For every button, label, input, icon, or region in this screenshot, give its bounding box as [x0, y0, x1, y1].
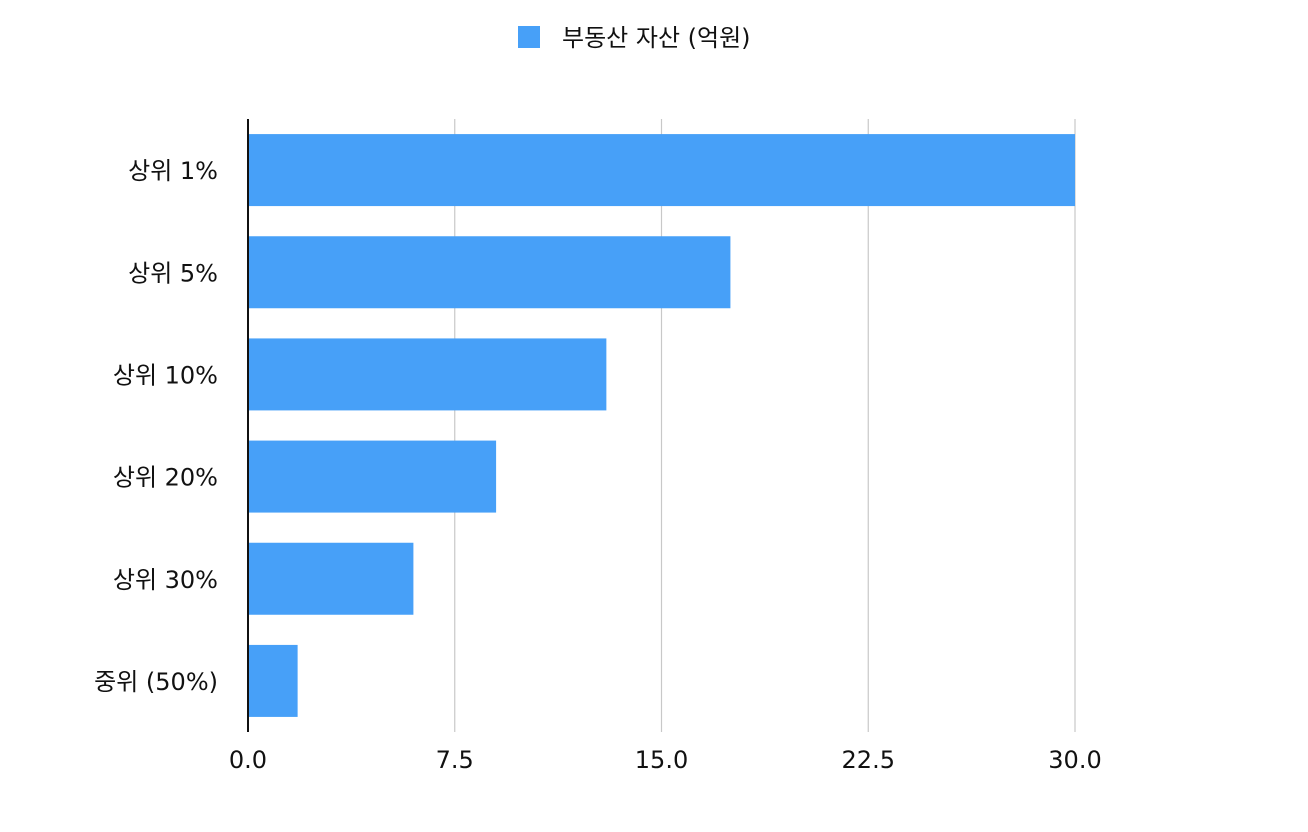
x-tick-label: 15.0 — [635, 746, 688, 774]
legend: 부동산 자산 (억원) — [518, 24, 751, 52]
x-tick-label: 7.5 — [436, 746, 474, 774]
x-tick-labels: 0.0 7.5 15.0 22.5 30.0 — [229, 746, 1102, 774]
bar — [248, 134, 1075, 207]
bars — [248, 134, 1075, 717]
gridlines — [454, 119, 1076, 732]
bar — [248, 542, 414, 615]
category-label: 상위 20% — [113, 464, 218, 492]
legend-swatch — [518, 26, 540, 48]
x-tick-label: 30.0 — [1048, 746, 1101, 774]
legend-label: 부동산 자산 (억원) — [562, 24, 751, 52]
bar — [248, 440, 497, 513]
bar — [248, 644, 298, 717]
category-label: 상위 30% — [113, 566, 218, 594]
bar — [248, 338, 607, 411]
x-tick-label: 22.5 — [842, 746, 895, 774]
category-label: 상위 1% — [128, 157, 218, 185]
category-label: 중위 (50%) — [94, 668, 218, 696]
category-label: 상위 5% — [128, 259, 218, 287]
x-tick-label: 0.0 — [229, 746, 267, 774]
category-label: 상위 10% — [113, 361, 218, 389]
category-labels: 상위 1% 상위 5% 상위 10% 상위 20% 상위 30% 중위 (50%) — [94, 157, 218, 696]
bar — [248, 236, 731, 309]
